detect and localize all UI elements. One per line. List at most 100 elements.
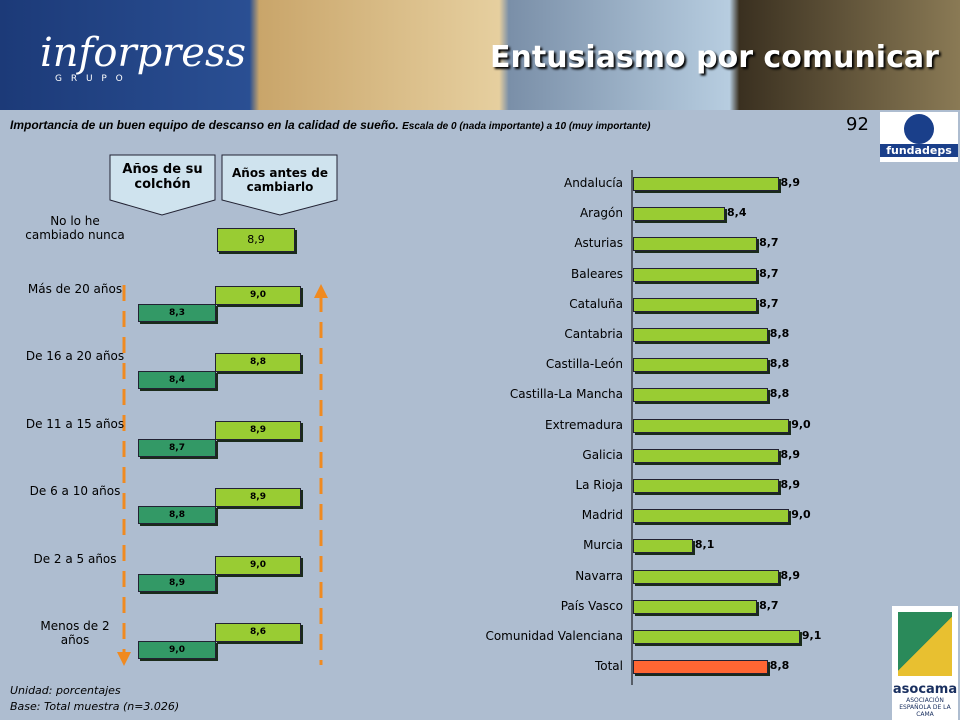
logo-bottom: asocama: [892, 682, 958, 697]
bar: [633, 358, 768, 373]
value-label: 8,6: [250, 627, 266, 637]
value-label: 8,7: [759, 598, 779, 612]
category-label: Cantabria: [564, 327, 623, 341]
value-label: 9,1: [801, 629, 822, 642]
value-label: 8,8: [769, 327, 790, 340]
bar: 8,9: [215, 420, 301, 440]
category-label: Murcia: [583, 538, 623, 553]
category-label: La Rioja: [575, 478, 623, 492]
bar: [633, 539, 693, 554]
category-label: Menos de 2 años: [40, 619, 110, 647]
value-label: 8,7: [759, 296, 779, 310]
logo-box: fundadeps: [880, 112, 958, 162]
value-label: 9,0: [169, 645, 185, 655]
value-label: 8,9: [250, 424, 266, 435]
category-label: De 6 a 10 años: [29, 484, 121, 498]
bar: 8,9: [138, 573, 216, 592]
bar: [633, 297, 758, 312]
bar: 8,3: [138, 303, 216, 322]
bar: 9,0: [215, 285, 301, 305]
legend-shape: [221, 154, 338, 216]
value-label: 9,0: [250, 559, 266, 570]
category-label: Galicia: [582, 447, 623, 462]
value-label: 8,4: [169, 375, 185, 385]
bar: [633, 207, 725, 222]
category-label: Asturias: [574, 236, 623, 251]
bar: 9,0: [215, 555, 301, 575]
bar: [633, 328, 768, 342]
bar: 8,4: [138, 371, 216, 389]
bar: [633, 448, 779, 463]
bar: [633, 177, 779, 191]
bar: 9,0: [138, 641, 216, 659]
logo-bottom-sub: ASOCIACIÓN ESPAÑOLA DE LA CAMA: [899, 697, 951, 718]
value-label: 8,1: [694, 538, 715, 552]
bar: [633, 660, 768, 675]
subtitle-row: Importancia de un buen equipo de descans…: [10, 118, 840, 132]
category-label: De 11 a 15 años: [25, 416, 125, 431]
bar: [633, 237, 758, 252]
footer: Unidad: porcentajes: [10, 684, 121, 697]
value-label: 9,0: [791, 508, 811, 522]
value-label: 8,8: [250, 357, 266, 367]
value-label: 8,8: [769, 387, 790, 401]
value-label: 9,0: [250, 289, 266, 300]
bar: 8,7: [138, 438, 216, 457]
category-label: No lo he cambiado nunca: [25, 214, 125, 242]
legend-label: Años antes de cambiarlo: [232, 166, 328, 194]
value-label: 9,0: [791, 417, 811, 431]
bar: 8,6: [215, 623, 301, 642]
category-label: Baleares: [571, 266, 623, 281]
value-label: 8,9: [780, 478, 801, 491]
arrow-head: [117, 652, 131, 666]
value-label: 8,9: [247, 233, 265, 246]
bar: 8,9: [215, 488, 301, 507]
value-label: 8,9: [169, 577, 185, 588]
value-label: 8,7: [169, 442, 185, 453]
bar: 8,8: [215, 353, 301, 372]
category-label: Comunidad Valenciana: [485, 629, 623, 643]
category-label: De 16 a 20 años: [25, 349, 125, 363]
category-label: Extremadura: [545, 417, 623, 432]
bar: [633, 599, 758, 614]
footer: Base: Total muestra (n=3.026): [10, 700, 180, 713]
arrow-head: [314, 284, 328, 298]
page-number: 92: [846, 114, 869, 135]
category-label: Castilla-La Mancha: [509, 387, 623, 402]
bar: [633, 479, 779, 493]
category-label: Aragón: [579, 206, 623, 221]
value-label: 8,8: [769, 659, 790, 673]
category-label: Madrid: [581, 508, 623, 523]
bar: [633, 388, 768, 403]
bar: 8,9: [217, 228, 295, 252]
value-label: 8,9: [780, 176, 801, 189]
subtitle: Importancia de un buen equipo de descans…: [10, 118, 399, 132]
value-label: 8,7: [759, 266, 779, 280]
brand-sub: G R U P O: [55, 74, 126, 84]
logo-top: fundadeps: [880, 144, 958, 157]
value-label: 8,8: [169, 510, 185, 520]
value-label: 8,8: [769, 357, 790, 371]
bar: [633, 509, 790, 524]
bar: 8,8: [138, 506, 216, 524]
logo-bottom-box: asocama ASOCIACIÓN ESPAÑOLA DE LA CAMA: [892, 606, 958, 720]
bar: [633, 569, 779, 584]
category-label: Más de 20 años: [27, 281, 123, 296]
legend-shape: [109, 154, 216, 216]
category-label: País Vasco: [560, 598, 623, 613]
category-label: Navarra: [575, 568, 623, 583]
bar: [633, 267, 758, 282]
category-label: Cataluña: [569, 296, 623, 311]
category-label: Total: [594, 659, 623, 674]
value-label: 8,9: [780, 568, 801, 582]
bar: [633, 630, 800, 644]
value-label: 8,4: [727, 206, 747, 220]
category-label: Castilla-León: [545, 357, 623, 372]
legend-label: Años de su colchón: [122, 162, 203, 192]
value-label: 8,9: [250, 492, 266, 502]
scale-note: Escala de 0 (nada importante) a 10 (muy …: [402, 121, 651, 132]
value-label: 8,9: [780, 447, 801, 461]
value-label: 8,3: [169, 307, 185, 318]
